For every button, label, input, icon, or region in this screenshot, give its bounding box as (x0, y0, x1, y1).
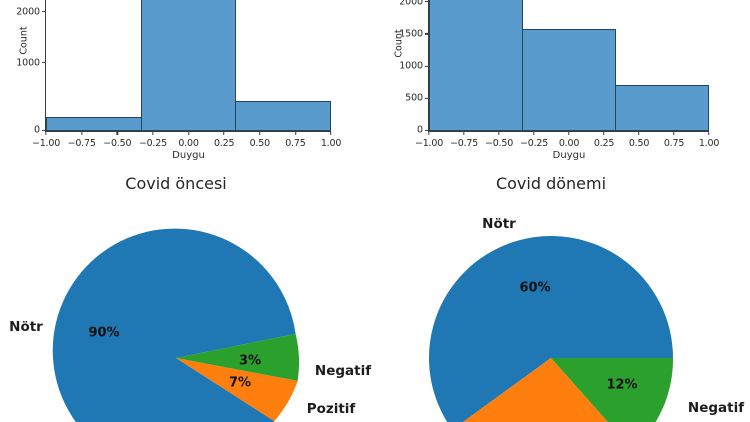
pie-chart-covid-oncesi: 90% 3% 7% Nötr Negatif Pozitif (0, 205, 375, 422)
hist-left-xtick-0: −1.00 (32, 131, 60, 149)
hist-left-ytick-0: 0 (34, 125, 46, 136)
pie-left-label-pozitif: Pozitif (306, 401, 356, 417)
pie-right-title: Covid dönemi (495, 174, 607, 193)
hist-right-plot-area: 2000 1500 1000 500 0 −1.00 −0.75 −0.50 −… (399, 0, 719, 161)
hist-right-xtick-0: −1.00 (415, 131, 443, 149)
hist-right-xtick-1: −0.75 (450, 131, 478, 149)
pie-left-svg (52, 228, 300, 422)
hist-left-xtick-5: 0.25 (214, 131, 235, 149)
hist-left-ytick-2000: 2000 (16, 6, 46, 17)
hist-right-ytick-0: 0 (417, 125, 429, 136)
hist-right-xtick-5: 0.25 (594, 131, 615, 149)
bar-notr-bin (521, 29, 617, 131)
pie-right-svg (429, 235, 674, 422)
bar-negatif-bin (429, 0, 524, 131)
hist-left-xtick-7: 0.75 (285, 131, 306, 149)
bar-pozitif-bin (235, 101, 332, 131)
hist-right-ytick-1000: 1000 (399, 61, 429, 72)
hist-right-xtick-2: −0.50 (485, 131, 513, 149)
pie-right-pct-negatif: 12% (606, 377, 638, 393)
hist-left-xtick-4: 0.00 (178, 131, 199, 149)
bar-negatif-bin (46, 117, 142, 131)
hist-left-xtick-1: −0.75 (68, 131, 96, 149)
hist-left-ytick-1000: 1000 (16, 57, 46, 68)
histogram-covid-oncesi: Count 3000 2000 1000 0 −1.00 −0.75 −0.50… (0, 0, 375, 170)
hist-right-xtick-7: 0.75 (664, 131, 685, 149)
pie-right-slice-notr (429, 235, 673, 422)
pie-left-pct-negatif: 3% (238, 353, 262, 369)
hist-right-ytick-2000: 2000 (399, 0, 429, 7)
hist-left-bars (46, 0, 332, 131)
pie-right-label-notr: Nötr (482, 216, 516, 232)
hist-left-xtick-2: −0.50 (103, 131, 131, 149)
hist-left-xtick-8: 1.00 (321, 131, 342, 149)
bar-pozitif-bin (614, 84, 709, 131)
hist-right-ytick-1500: 1500 (399, 28, 429, 39)
hist-right-xtick-4: 0.00 (559, 131, 580, 149)
pie-left-pct-pozitif: 7% (228, 375, 252, 391)
hist-right-ytick-500: 500 (405, 93, 429, 104)
pie-left-label-notr: Nötr (9, 319, 43, 335)
pie-left-pct-notr: 90% (88, 325, 120, 341)
hist-right-xtick-3: −0.25 (520, 131, 548, 149)
bar-notr-bin (140, 0, 237, 131)
pie-left-slice-notr (52, 228, 296, 422)
hist-right-bars (429, 0, 709, 131)
hist-left-plot-area: 3000 2000 1000 0 −1.00 −0.75 −0.50 −0.25… (16, 0, 341, 161)
hist-right-xtick-8: 1.00 (699, 131, 720, 149)
histogram-covid-donemi: Count 2000 1500 1000 500 0 −1.00 −0.75 −… (375, 0, 750, 170)
pie-left-label-negatif: Negatif (314, 363, 372, 379)
pie-right-slice-negatif (551, 358, 674, 422)
hist-right-xlabel: Duygu (552, 150, 586, 161)
pie-right-slice-pozitif (462, 358, 608, 422)
pie-left-slice-pozitif (176, 358, 298, 422)
pie-left-slice-negatif (176, 333, 300, 381)
pie-chart-covid-donemi: 60% 12% Nötr Negatif (375, 205, 750, 422)
hist-right-xtick-6: 0.50 (629, 131, 650, 149)
hist-left-xtick-3: −0.25 (139, 131, 167, 149)
pie-left-title: Covid öncesi (125, 174, 227, 193)
hist-left-xlabel: Duygu (172, 150, 205, 161)
hist-left-xtick-6: 0.50 (250, 131, 271, 149)
pie-right-label-negatif: Negatif (687, 400, 745, 416)
pie-right-pct-notr: 60% (519, 280, 551, 296)
